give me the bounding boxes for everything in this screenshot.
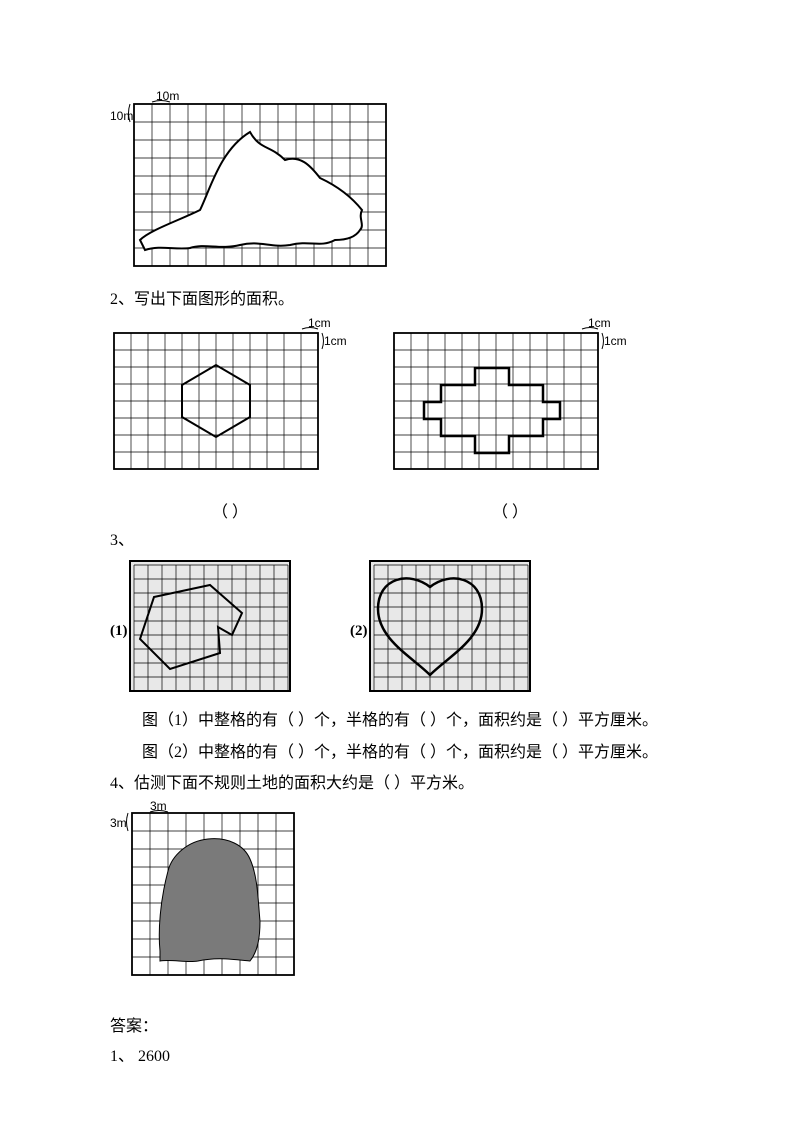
q3-label-2: (2) <box>350 623 368 639</box>
q2-text: 2、写出下面图形的面积。 <box>110 287 690 313</box>
unit-side-left: 1cm <box>324 334 347 348</box>
q2-fig-left: 1cm 1cm <box>110 317 350 492</box>
grid-polygon: (1) <box>110 557 310 697</box>
q2-fig-right: 1cm 1cm <box>390 317 630 492</box>
worksheet-page: 10m 10m 2、写出下面图形的面积。 1cm 1cm 1cm <box>0 0 800 1113</box>
q3-fig-1: (1) <box>110 557 310 702</box>
unit-side-right: 1cm <box>604 334 627 348</box>
answers-heading: 答案： <box>110 1014 690 1040</box>
q2-blank-1: （ ） <box>110 498 350 522</box>
answer-line-1: 1、 2600 <box>110 1044 690 1070</box>
q3-label: 3、 <box>110 528 690 554</box>
q2-row: 1cm 1cm 1cm 1cm <box>110 317 690 492</box>
grid-land-3m: 3m 3m <box>110 801 320 991</box>
q2-blanks: （ ） （ ） <box>110 498 690 522</box>
q3-row: (1) (2) <box>110 557 690 702</box>
q2-blank-2: （ ） <box>390 498 630 522</box>
grid-blob-10m: 10m 10m <box>110 90 390 276</box>
q3-label-1: (1) <box>110 623 128 639</box>
irregular-shape-1 <box>140 132 362 250</box>
grid-hexagon: 1cm 1cm <box>110 317 350 487</box>
q3-fig-2: (2) <box>350 557 550 702</box>
land-shape <box>159 839 260 962</box>
figure-q4: 3m 3m <box>110 801 690 996</box>
figure-q1: 10m 10m <box>110 90 690 281</box>
q3-line1: 图（1）中整格的有（ ）个，半格的有（ ）个，面积约是（ ）平方厘米。 <box>110 708 690 734</box>
q4-text: 4、估测下面不规则土地的面积大约是（ ）平方米。 <box>110 771 690 797</box>
label-left-3m: 3m <box>110 816 127 830</box>
unit-top-right: 1cm <box>588 317 611 330</box>
unit-top-left: 1cm <box>308 317 331 330</box>
q3-bg-1 <box>130 561 290 691</box>
grid-heart: (2) <box>350 557 550 697</box>
grid-cross: 1cm 1cm <box>390 317 630 487</box>
q3-line2: 图（2）中整格的有（ ）个，半格的有（ ）个，面积约是（ ）平方厘米。 <box>110 740 690 766</box>
cross-shape <box>424 368 560 453</box>
